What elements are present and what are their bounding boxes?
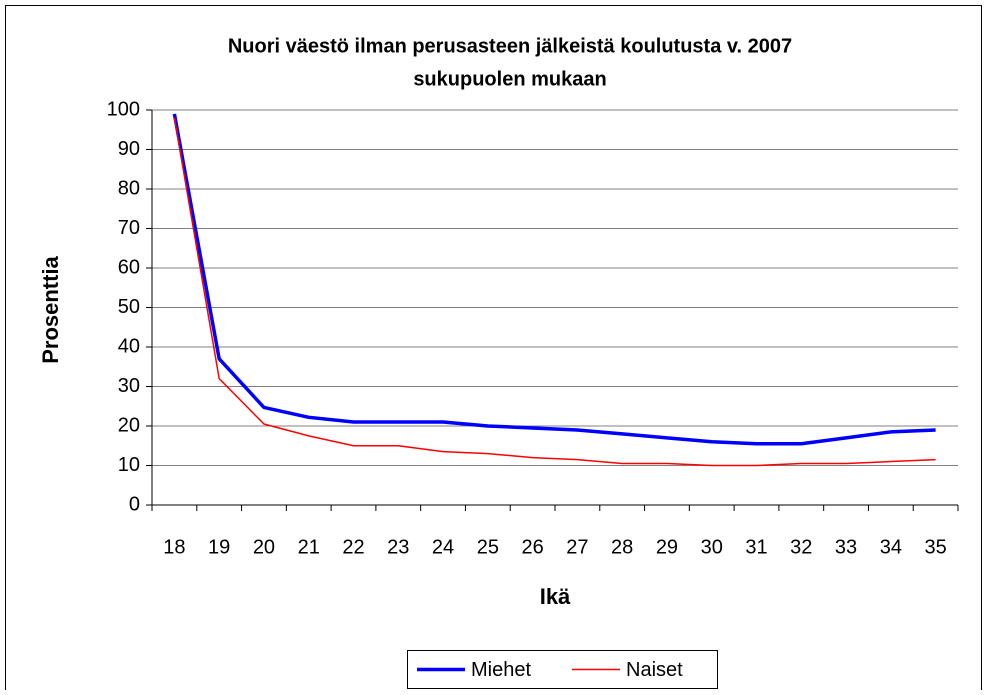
y-tick-label: 70 [118, 217, 140, 239]
series-line [172, 113, 936, 446]
x-axis-label: Ikä [540, 584, 571, 609]
y-tick-label: 40 [118, 335, 140, 357]
x-tick-label: 26 [521, 536, 543, 558]
x-tick-label: 35 [924, 536, 946, 558]
x-tick-label: 29 [656, 536, 678, 558]
chart-title: sukupuolen mukaan [413, 68, 606, 90]
y-tick-label: 30 [118, 375, 140, 397]
y-tick-label: 10 [118, 454, 140, 476]
chart-frame [5, 5, 982, 695]
y-tick-label: 100 [107, 98, 140, 120]
y-tick-label: 20 [118, 414, 140, 436]
x-tick-label: 31 [745, 536, 767, 558]
x-tick-label: 23 [387, 536, 409, 558]
series-line [173, 117, 936, 467]
y-tick-label: 60 [118, 256, 140, 278]
x-tick-label: 32 [790, 536, 812, 558]
y-tick-label: 80 [118, 177, 140, 199]
x-tick-label: 28 [611, 536, 633, 558]
x-tick-label: 19 [208, 536, 230, 558]
x-tick-label: 33 [835, 536, 857, 558]
x-tick-label: 27 [566, 536, 588, 558]
x-tick-label: 25 [477, 536, 499, 558]
x-tick-label: 24 [432, 536, 454, 558]
y-tick-label: 50 [118, 296, 140, 318]
legend-label: Naiset [626, 659, 683, 681]
x-tick-label: 34 [880, 536, 902, 558]
x-tick-label: 20 [253, 536, 275, 558]
y-axis-label: Prosenttia [38, 255, 63, 363]
x-tick-label: 18 [163, 536, 185, 558]
legend-label: Miehet [471, 659, 531, 681]
chart-title: Nuori väestö ilman perusasteen jälkeistä… [228, 35, 792, 57]
y-tick-label: 90 [118, 138, 140, 160]
y-tick-label: 0 [129, 493, 140, 515]
x-tick-label: 30 [701, 536, 723, 558]
x-tick-label: 21 [298, 536, 320, 558]
x-tick-label: 22 [342, 536, 364, 558]
